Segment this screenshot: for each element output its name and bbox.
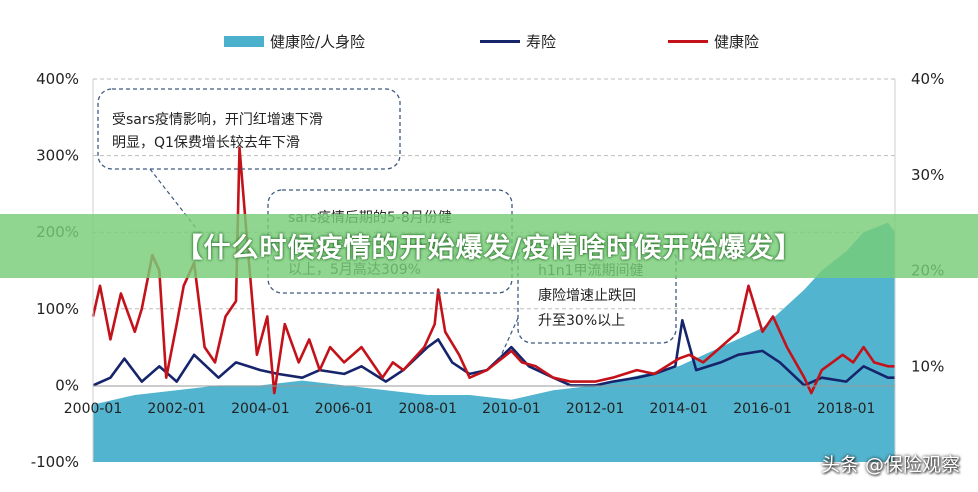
banner-title: 【什么时候疫情的开始爆发/疫情啥时候开始爆发】 xyxy=(175,233,803,264)
annotation-text: 受sars疫情影响，开门红增速下滑 xyxy=(112,111,323,128)
y-left-tick-label: 0% xyxy=(55,376,79,394)
watermark-label: 头条 @保险观察 xyxy=(820,454,960,476)
area-health-share xyxy=(93,222,895,462)
y-right-tick-label: 40% xyxy=(911,70,944,88)
annotation-leader xyxy=(499,317,519,359)
y-left-tick-label: 300% xyxy=(36,147,79,165)
y-left-tick-label: 100% xyxy=(36,300,79,318)
y-right-tick-label: 10% xyxy=(911,357,944,375)
title-banner xyxy=(0,214,978,278)
annotation-text: 明显，Q1保费增长较去年下滑 xyxy=(112,134,300,151)
x-tick-label: 2006-01 xyxy=(315,401,374,417)
annotation-leader xyxy=(149,168,197,229)
annotation-text: 升至30%以上 xyxy=(538,313,625,329)
x-tick-label: 2012-01 xyxy=(566,401,625,417)
x-tick-label: 2018-01 xyxy=(817,401,876,417)
x-tick-label: 2014-01 xyxy=(650,401,709,417)
annotation-box xyxy=(97,88,401,170)
legend-label: 健康险 xyxy=(714,33,759,51)
x-tick-label: 2004-01 xyxy=(231,401,290,417)
legend-label: 寿险 xyxy=(526,33,556,51)
y-right-tick-label: 30% xyxy=(911,166,944,184)
annotation-text: 康险增速止跌回 xyxy=(538,287,636,304)
x-tick-label: 2002-01 xyxy=(147,401,206,417)
legend-swatch-area xyxy=(224,36,264,47)
legend: 健康险/人身险 寿险 健康险 xyxy=(224,33,759,51)
x-tick-label: 2008-01 xyxy=(398,401,457,417)
legend-label: 健康险/人身险 xyxy=(270,33,365,51)
x-tick-label: 2000-01 xyxy=(64,401,123,417)
x-tick-label: 2010-01 xyxy=(482,401,541,417)
area-series xyxy=(93,222,895,462)
x-tick-label: 2016-01 xyxy=(733,401,792,417)
y-left-tick-label: -100% xyxy=(31,453,79,471)
y-left-tick-label: 400% xyxy=(36,70,79,88)
